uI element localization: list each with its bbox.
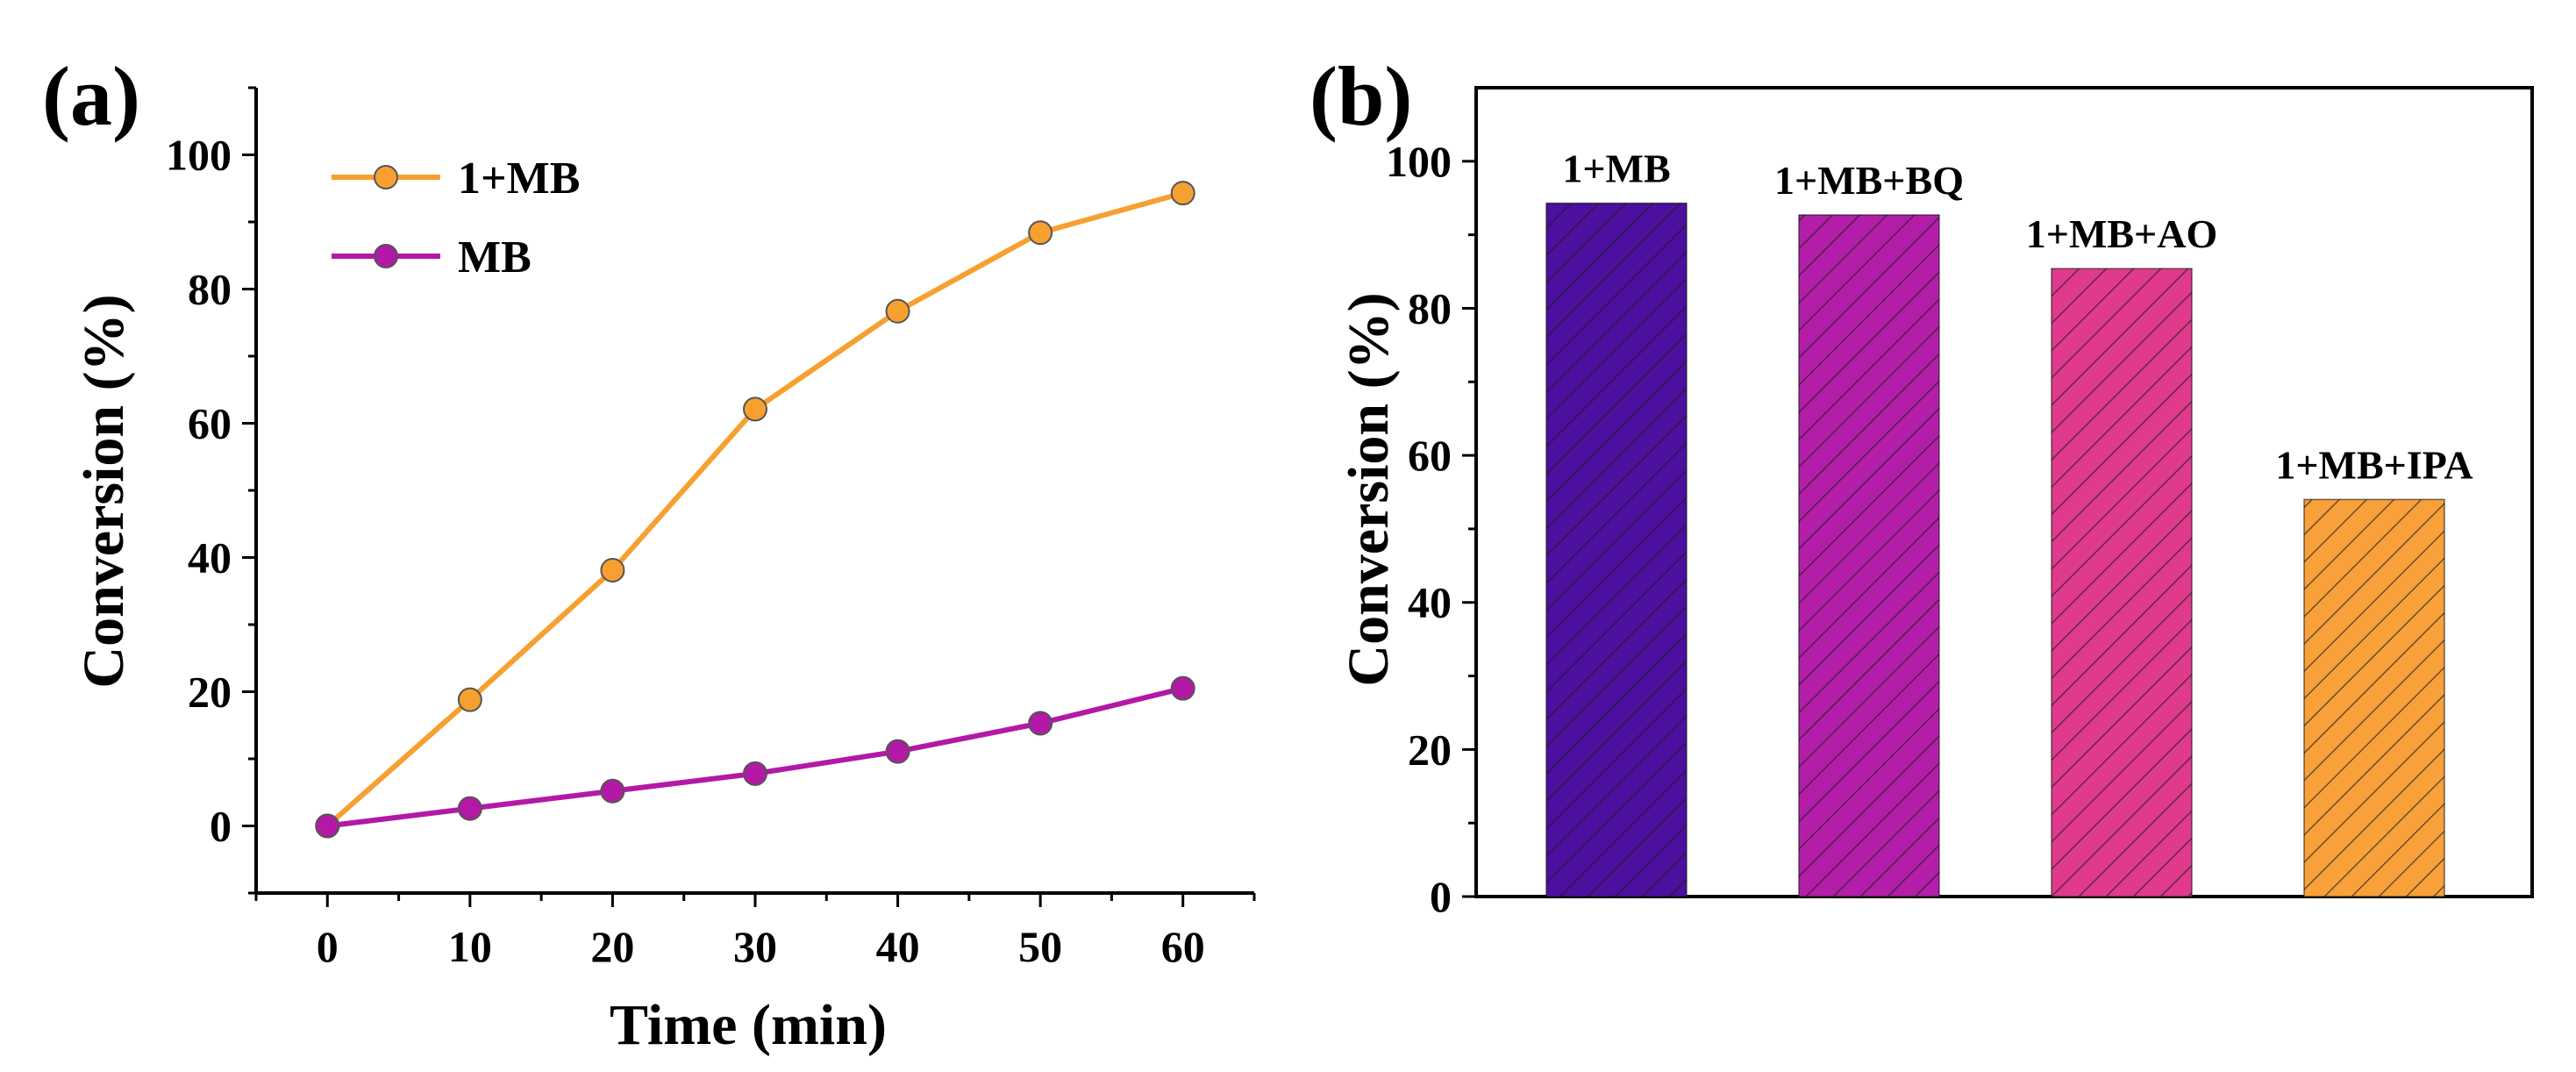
panel-b-y-tick-label: 80 bbox=[1408, 283, 1452, 332]
panel-a-x-tick-label: 50 bbox=[1018, 922, 1062, 971]
panel-a-y-tick-label: 20 bbox=[188, 668, 232, 717]
legend-label-1+MB: 1+MB bbox=[458, 154, 580, 204]
panel-a-x-tick-label: 40 bbox=[876, 922, 920, 971]
panel-a-series bbox=[315, 181, 1195, 839]
panel-b-y-tick-label: 60 bbox=[1408, 431, 1452, 480]
panel-b-plot-frame bbox=[1474, 86, 2534, 898]
panel-a-y-axis-title: Conversion (%) bbox=[72, 294, 136, 688]
data-point-MB bbox=[1028, 711, 1053, 736]
legend-label-MB: MB bbox=[458, 232, 532, 282]
data-point-MB bbox=[743, 761, 767, 786]
panel-a-x-axis-title: Time (min) bbox=[610, 993, 887, 1057]
bar-label-1+MB+IPA: 1+MB+IPA bbox=[2275, 442, 2473, 487]
data-point-1+MB bbox=[457, 687, 482, 712]
panel-b-bar-chart: (b) 0 20 40 60 80 100 1+MB 1+MB+BQ 1+MB+AO 1+MB+… bbox=[1309, 49, 2534, 921]
data-point-1+MB bbox=[743, 397, 767, 422]
panel-b-label: (b) bbox=[1309, 49, 1412, 143]
data-point-1+MB bbox=[1028, 220, 1053, 246]
panel-a-y-tick-label: 80 bbox=[188, 265, 232, 314]
data-point-MB bbox=[885, 739, 910, 764]
panel-a-x-tick-label: 60 bbox=[1161, 922, 1205, 971]
bar-hatch-1+MB bbox=[1546, 203, 1687, 897]
panel-a-x-tick-label: 30 bbox=[733, 922, 777, 971]
panel-a-x-tick-label: 20 bbox=[590, 922, 634, 971]
panel-a-y-tick-label: 0 bbox=[210, 802, 232, 851]
data-point-1+MB bbox=[600, 558, 625, 583]
panel-b-y-axis-title: Conversion (%) bbox=[1337, 292, 1401, 686]
bar-hatch-1+MB+IPA bbox=[2304, 499, 2444, 897]
panel-a-legend: 1+MB MB bbox=[332, 154, 580, 282]
bar-label-1+MB+BQ: 1+MB+BQ bbox=[1774, 158, 1964, 203]
bar-hatch-1+MB+AO bbox=[2052, 268, 2192, 897]
panel-b-y-tick-label: 0 bbox=[1430, 872, 1452, 921]
bar-hatch-1+MB+BQ bbox=[1799, 215, 1939, 897]
data-point-1+MB bbox=[1170, 181, 1195, 206]
panel-b-y-tick-label: 100 bbox=[1386, 137, 1452, 186]
bar-label-1+MB: 1+MB bbox=[1562, 147, 1670, 191]
panel-a-y-tick-label: 100 bbox=[166, 131, 232, 180]
data-point-MB bbox=[1170, 675, 1195, 701]
bar-label-1+MB+AO: 1+MB+AO bbox=[2026, 211, 2218, 256]
panel-b-y-tick-label: 20 bbox=[1408, 725, 1452, 774]
series-line-1+MB bbox=[325, 190, 1184, 828]
panel-a-axes: 0 20 40 60 80 100 0 10 20 30 40 50 60 bbox=[166, 86, 1256, 971]
panel-a-y-tick-label: 60 bbox=[188, 399, 232, 448]
panel-a-x-tick-label: 0 bbox=[317, 922, 339, 971]
data-point-MB bbox=[315, 813, 340, 839]
panel-b-axes: 0 20 40 60 80 100 bbox=[1386, 86, 2534, 921]
bar-outline-1+MB bbox=[1545, 202, 1688, 897]
bar-outline-1+MB+AO bbox=[2051, 268, 2193, 897]
panel-a-label: (a) bbox=[42, 49, 140, 143]
legend-marker-1+MB bbox=[374, 165, 398, 189]
panel-a-x-tick-label: 10 bbox=[448, 922, 492, 971]
data-point-1+MB bbox=[885, 298, 910, 324]
panel-a-y-tick-label: 40 bbox=[188, 533, 232, 582]
bar-outline-1+MB+BQ bbox=[1798, 214, 1940, 897]
panel-b-y-tick-label: 40 bbox=[1408, 578, 1452, 627]
panel-b-bars: 1+MB 1+MB+BQ 1+MB+AO 1+MB+IPA bbox=[1545, 147, 2473, 897]
data-point-MB bbox=[600, 778, 625, 804]
legend-marker-MB bbox=[374, 244, 398, 268]
panel-a-line-chart: (a) 0 20 40 60 80 100 0 10 20 30 40 50 60 1+MB MB Tim… bbox=[42, 49, 1256, 1057]
bar-outline-1+MB+IPA bbox=[2303, 498, 2445, 897]
data-point-MB bbox=[457, 796, 482, 821]
